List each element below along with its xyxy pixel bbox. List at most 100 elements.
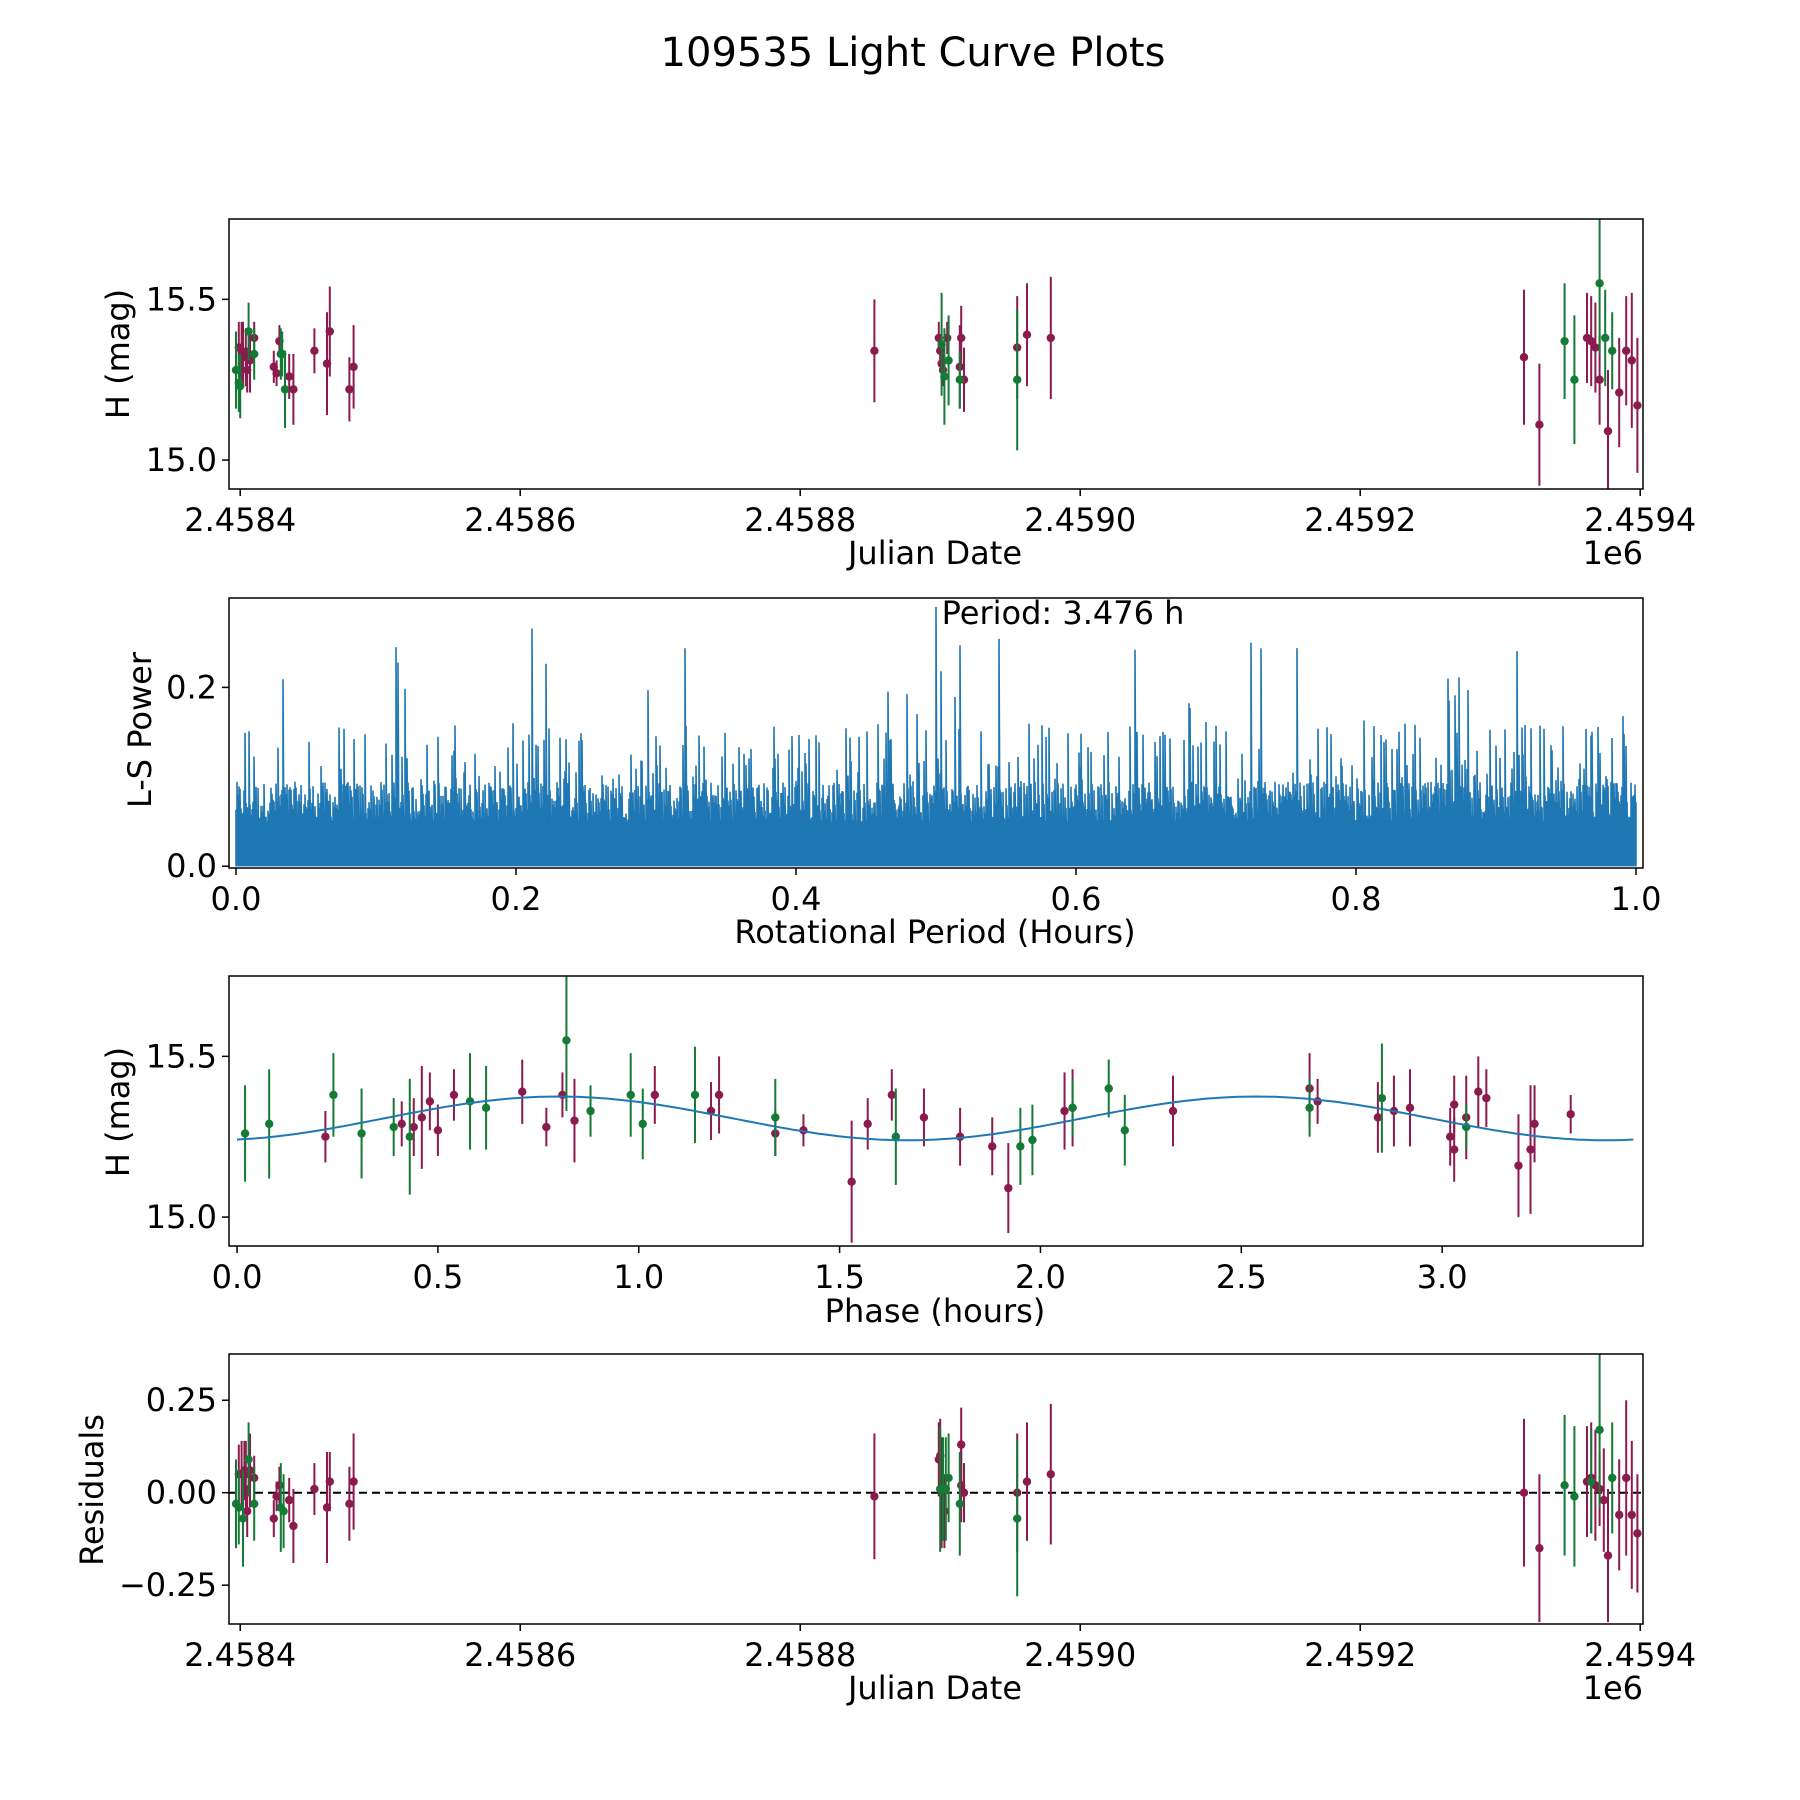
residuals-point-maroon (940, 1506, 949, 1516)
residuals-point-green (250, 1499, 259, 1508)
residuals-data-layer (231, 1354, 1642, 1623)
phased-point-green (389, 1122, 398, 1132)
residuals-point-green (944, 1473, 953, 1483)
lightcurve-point-green (1601, 333, 1610, 343)
residuals-point-maroon (1615, 1510, 1624, 1520)
phased-point-green (1016, 1142, 1025, 1151)
lightcurve-point-maroon (1633, 401, 1642, 410)
lightcurve-point-green (250, 349, 259, 359)
periodogram-xlabel: Rotational Period (Hours) (734, 913, 1135, 951)
lightcurve-point-green (236, 381, 245, 391)
residuals-point-maroon (1627, 1510, 1637, 1520)
phased-point-maroon (1060, 1106, 1069, 1116)
residuals-point-maroon (269, 1514, 278, 1523)
lightcurve-point-green (944, 356, 953, 365)
lightcurve-point-green (1608, 346, 1617, 355)
lightcurve-point-maroon (345, 385, 354, 394)
residuals-panel: Residuals Julian Date 1e6 2.4584 2.4586 2.… (73, 1353, 1696, 1707)
residuals-point-maroon (310, 1484, 319, 1494)
phased-point-maroon (558, 1090, 567, 1100)
0-xtick-label: 2.4590 (1024, 501, 1136, 539)
phased-point-maroon (1530, 1119, 1539, 1129)
lightcurve-point-maroon (1603, 426, 1613, 436)
phased-point-maroon (847, 1177, 856, 1186)
0-xtick-label: 2.4592 (1304, 501, 1416, 539)
2-xtick-label: 1.0 (613, 1258, 664, 1296)
0-ytick-label: 15.0 (146, 441, 217, 479)
figure-title: 109535 Light Curve Plots (661, 30, 1166, 76)
phased-point-green (240, 1129, 250, 1138)
phased-point-maroon (919, 1113, 929, 1122)
3-ytick-label: −0.25 (119, 1566, 217, 1604)
phased-point-green (690, 1090, 700, 1100)
1-xtick-label: 0.2 (491, 880, 542, 918)
1-xtick-label: 0.4 (771, 880, 822, 918)
phased-point-green (638, 1119, 647, 1129)
lightcurve-point-maroon (1591, 343, 1600, 352)
lightcurve-xlabel: Julian Date (846, 534, 1022, 572)
0-ytick-label: 15.5 (146, 280, 217, 318)
phased-point-maroon (988, 1142, 997, 1151)
phased-ylabel: H (mag) (99, 1047, 137, 1177)
2-ytick-label: 15.5 (146, 1037, 217, 1075)
lightcurve-point-maroon (1519, 353, 1529, 362)
residuals-point-maroon (959, 1488, 969, 1497)
phased-point-green (1377, 1093, 1387, 1103)
lightcurve-point-maroon (1615, 388, 1624, 397)
lightcurve-point-maroon (349, 362, 358, 372)
lightcurve-point-maroon (870, 346, 879, 355)
phased-point-maroon (433, 1126, 443, 1135)
lightcurve-point-green (1595, 279, 1604, 288)
lightcurve-point-maroon (1622, 346, 1631, 355)
1-ytick-label: 0.0 (166, 847, 217, 885)
phased-fit-line (236, 1095, 1634, 1142)
lightcurve-point-green (280, 385, 290, 394)
phased-point-maroon (518, 1087, 527, 1096)
phased-point-maroon (1313, 1097, 1322, 1106)
phased-point-maroon (449, 1090, 459, 1100)
phased-point-maroon (409, 1122, 418, 1132)
residuals-point-green (1570, 1492, 1579, 1501)
residuals-point-maroon (1633, 1529, 1642, 1538)
lightcurve-point-green (955, 375, 964, 384)
residuals-point-maroon (289, 1521, 298, 1531)
phased-point-maroon (1004, 1183, 1013, 1193)
phased-point-maroon (397, 1119, 406, 1129)
phased-point-maroon (417, 1113, 427, 1122)
lightcurve-point-maroon (957, 333, 966, 343)
phased-point-maroon (1449, 1145, 1459, 1154)
phased-point-maroon (650, 1090, 660, 1100)
residuals-point-maroon (285, 1495, 294, 1505)
phased-point-maroon (863, 1119, 872, 1129)
0-xtick-label: 2.4586 (464, 501, 576, 539)
phased-point-green (264, 1119, 274, 1129)
residuals-point-maroon (957, 1440, 966, 1449)
phased-point-green (329, 1090, 338, 1100)
lightcurve-point-maroon (310, 346, 319, 355)
phased-point-maroon (1514, 1161, 1523, 1170)
phased-frame (228, 975, 1644, 1247)
lightcurve-point-maroon (1587, 336, 1596, 346)
lightcurve-offset-label: 1e6 (1583, 534, 1643, 572)
residuals-point-green (1013, 1514, 1022, 1523)
residuals-point-green (1595, 1425, 1604, 1435)
phased-point-maroon (542, 1122, 551, 1132)
phased-point-green (771, 1113, 780, 1122)
lightcurve-point-green (1570, 375, 1579, 384)
phased-point-green (405, 1132, 414, 1141)
residuals-frame (228, 1353, 1644, 1625)
0-xtick-label: 2.4584 (184, 501, 296, 539)
residuals-ylabel: Residuals (73, 1414, 111, 1566)
periodogram-ylabel: L-S Power (121, 651, 159, 808)
2-xtick-label: 2.5 (1216, 1258, 1267, 1296)
lightcurve-point-maroon (285, 372, 294, 381)
phased-panel: H (mag) Phase (hours) 0.0 0.5 1.0 1.5 2.0 2.5… (99, 975, 1644, 1330)
phased-point-maroon (321, 1132, 330, 1141)
phased-data-layer (240, 976, 1575, 1243)
residuals-point-green (279, 1506, 288, 1516)
phased-point-maroon (1405, 1103, 1415, 1112)
residuals-point-maroon (1603, 1551, 1613, 1560)
residuals-point-maroon (245, 1466, 255, 1475)
